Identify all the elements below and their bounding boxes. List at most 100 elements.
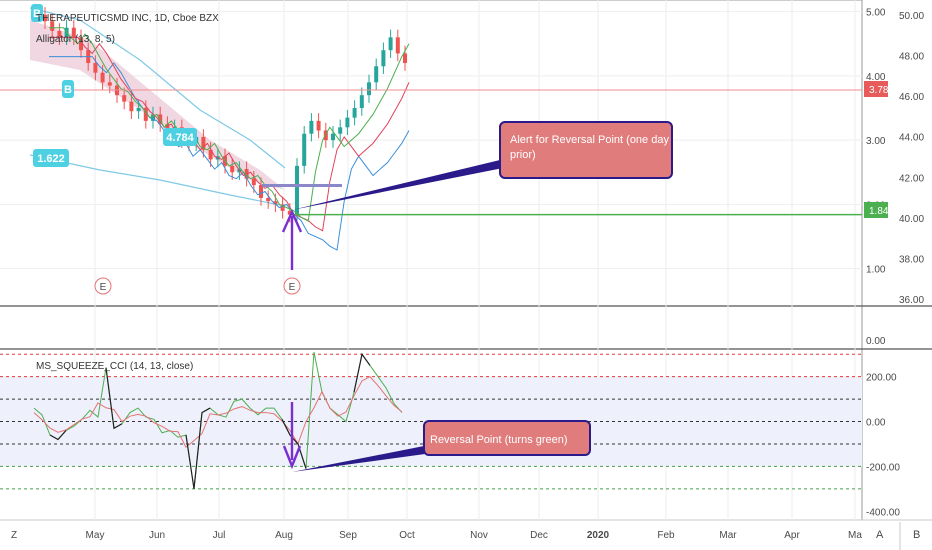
- channel-upper: [29, 7, 286, 169]
- candle-body: [280, 204, 285, 211]
- candle-body: [381, 50, 386, 67]
- annotations: B B 4.784 1.622 E E: [31, 4, 503, 472]
- candle-body: [331, 133, 335, 141]
- candle-body: [57, 30, 62, 38]
- x-tick-label: Ma: [848, 530, 862, 541]
- badge-label: B: [33, 8, 41, 20]
- candle-body: [316, 120, 321, 131]
- price-channel: [29, 7, 286, 207]
- alert-callout-line1: Alert for Reversal Point (one day: [510, 134, 669, 146]
- log-scale-label: B: [913, 529, 920, 541]
- badge-label: 4.784: [166, 132, 194, 144]
- candle-body: [201, 136, 206, 150]
- y-right-tick-label: 40.00: [899, 214, 924, 225]
- x-tick-label: Mar: [719, 530, 737, 541]
- badge: [163, 128, 197, 146]
- cci-title: MS_SQUEEZE_CCI (14, 13, close): [36, 361, 193, 372]
- earnings-marker: [94, 277, 112, 295]
- y-right-tick-label: 48.00: [899, 52, 924, 63]
- candle-body: [259, 185, 263, 198]
- cci-line-dark: [281, 419, 307, 469]
- y-right-tick-label: 50.00: [899, 11, 924, 22]
- candle-body: [151, 114, 155, 121]
- candle-body: [338, 127, 343, 134]
- candle-body: [129, 101, 134, 112]
- candle-body: [143, 108, 148, 121]
- alert-callout: Alert for Reversal Point (one day prior): [499, 121, 673, 179]
- y-left-tick-label: 1.00: [866, 265, 886, 276]
- candle-body: [395, 37, 400, 54]
- alligator-line: [49, 56, 410, 251]
- cci-line-dark: [185, 407, 211, 489]
- earnings-label: E: [289, 282, 296, 293]
- x-tick-label: Apr: [784, 530, 800, 541]
- x-tick-label: May: [86, 530, 105, 541]
- alert-pointer: [292, 160, 503, 210]
- price-levels: [0, 89, 862, 216]
- cci-tick-label: -400.00: [866, 507, 900, 518]
- x-tick-label: Nov: [470, 530, 488, 541]
- candle-body: [287, 210, 292, 215]
- x-tick-label: Aug: [275, 530, 293, 541]
- y-right-tick-label: 38.00: [899, 254, 924, 265]
- reversal-callout: Reversal Point (turns green): [423, 420, 591, 456]
- candle-body: [374, 66, 379, 83]
- candle-body: [122, 95, 127, 102]
- cci-plot: [33, 351, 403, 489]
- badge: [62, 80, 74, 98]
- y-right-tick-label: 44.00: [899, 133, 924, 144]
- alert-callout-line2: prior): [510, 149, 536, 161]
- candle-body: [107, 82, 112, 86]
- cci-tick-label: 200.00: [866, 373, 897, 384]
- x-tick-label: Z: [11, 530, 17, 541]
- candle-body: [251, 178, 256, 186]
- x-tick-label: Oct: [399, 530, 415, 541]
- cci-line-dark: [353, 352, 371, 393]
- x-tick-label: Feb: [657, 530, 675, 541]
- x-tick-label: Dec: [530, 530, 548, 541]
- candle-body: [309, 120, 314, 134]
- candle-body: [273, 201, 278, 205]
- cci-tick-label: 0.00: [866, 418, 886, 429]
- candle-body: [359, 95, 364, 109]
- badge-label: 1.622: [37, 153, 65, 165]
- log-scale-button[interactable]: B: [913, 529, 920, 541]
- alligator-lines: [49, 27, 410, 251]
- candle-body: [208, 149, 213, 160]
- candle-body: [345, 117, 350, 128]
- auto-scale-label: A: [876, 529, 884, 541]
- indicator-label: Alligator (13, 8, 5): [36, 34, 115, 45]
- main-panel: [0, 0, 862, 306]
- channel-lower: [29, 154, 286, 207]
- candle-body: [79, 37, 83, 51]
- cci-signal-red: [33, 376, 403, 449]
- earnings-marker: [283, 277, 301, 295]
- current-price-tag: 3.78: [864, 81, 889, 97]
- alligator-line: [49, 36, 410, 232]
- candle-body: [43, 14, 47, 22]
- cci-tick-label: -200.00: [866, 462, 900, 473]
- y-right-tick-label: 36.00: [899, 295, 924, 306]
- candle-body: [100, 72, 105, 83]
- candle-body: [367, 82, 371, 96]
- y-left-tick-label: 5.00: [866, 8, 886, 19]
- reversal-arrow: [281, 209, 303, 270]
- candle-body: [403, 53, 407, 64]
- auto-scale-button[interactable]: A: [876, 529, 884, 541]
- cci-line-dark: [49, 430, 67, 441]
- horizontal-band: [262, 184, 342, 187]
- candle-body: [230, 165, 235, 173]
- candle-body: [136, 108, 141, 112]
- candle-body: [93, 63, 98, 73]
- y-left-tick-label: 3.00: [866, 136, 886, 147]
- candle-body: [352, 108, 357, 118]
- reversal-callout-text: Reversal Point (turns green): [430, 434, 568, 446]
- x-tick-label: Jul: [213, 530, 226, 541]
- candle-body: [295, 165, 299, 215]
- chart-title: THERAPEUTICSMD INC, 1D, Cboe BZX: [36, 13, 219, 24]
- candle-body: [50, 21, 55, 31]
- candle-body: [71, 27, 76, 38]
- badge-label: B: [64, 84, 72, 96]
- alligator-line: [49, 27, 410, 222]
